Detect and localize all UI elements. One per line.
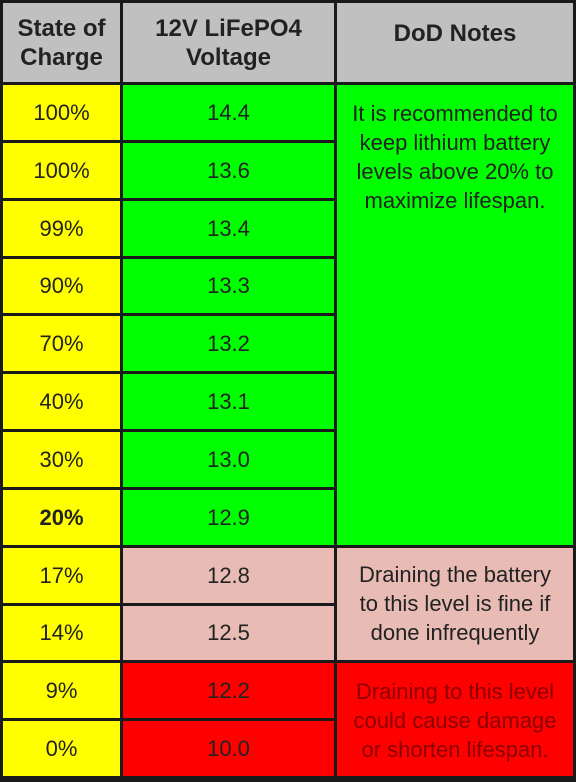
voltage-cell: 13.0 [123, 432, 334, 487]
header-dod-notes: DoD Notes [337, 3, 573, 82]
soc-cell: 70% [3, 316, 120, 371]
soc-cell: 14% [3, 606, 120, 660]
voltage-cell: 13.1 [123, 374, 334, 429]
voltage-cell: 10.0 [123, 721, 334, 776]
voltage-cell: 13.2 [123, 316, 334, 371]
voltage-cell: 12.8 [123, 548, 334, 603]
header-voltage: 12V LiFePO4 Voltage [123, 3, 334, 82]
voltage-cell: 14.4 [123, 85, 334, 140]
soc-cell: 40% [3, 374, 120, 429]
header-state-of-charge: State of Charge [3, 3, 120, 82]
voltage-cell: 12.2 [123, 663, 334, 718]
soc-cell: 0% [3, 721, 120, 776]
soc-cell: 90% [3, 259, 120, 313]
soc-cell: 100% [3, 143, 120, 198]
voltage-cell: 12.5 [123, 606, 334, 660]
soc-cell: 99% [3, 201, 120, 256]
soc-cell: 20% [3, 490, 120, 545]
soc-cell: 30% [3, 432, 120, 487]
dod-note-danger: Draining to this level could cause damag… [337, 663, 573, 776]
voltage-cell: 13.3 [123, 259, 334, 313]
voltage-cell: 13.4 [123, 201, 334, 256]
soc-cell: 9% [3, 663, 120, 718]
dod-note-safe: It is recommended to keep lithium batter… [337, 85, 573, 545]
soc-cell: 17% [3, 548, 120, 603]
soc-cell: 100% [3, 85, 120, 140]
dod-note-caution: Draining the battery to this level is fi… [337, 548, 573, 660]
voltage-cell: 13.6 [123, 143, 334, 198]
voltage-cell: 12.9 [123, 490, 334, 545]
